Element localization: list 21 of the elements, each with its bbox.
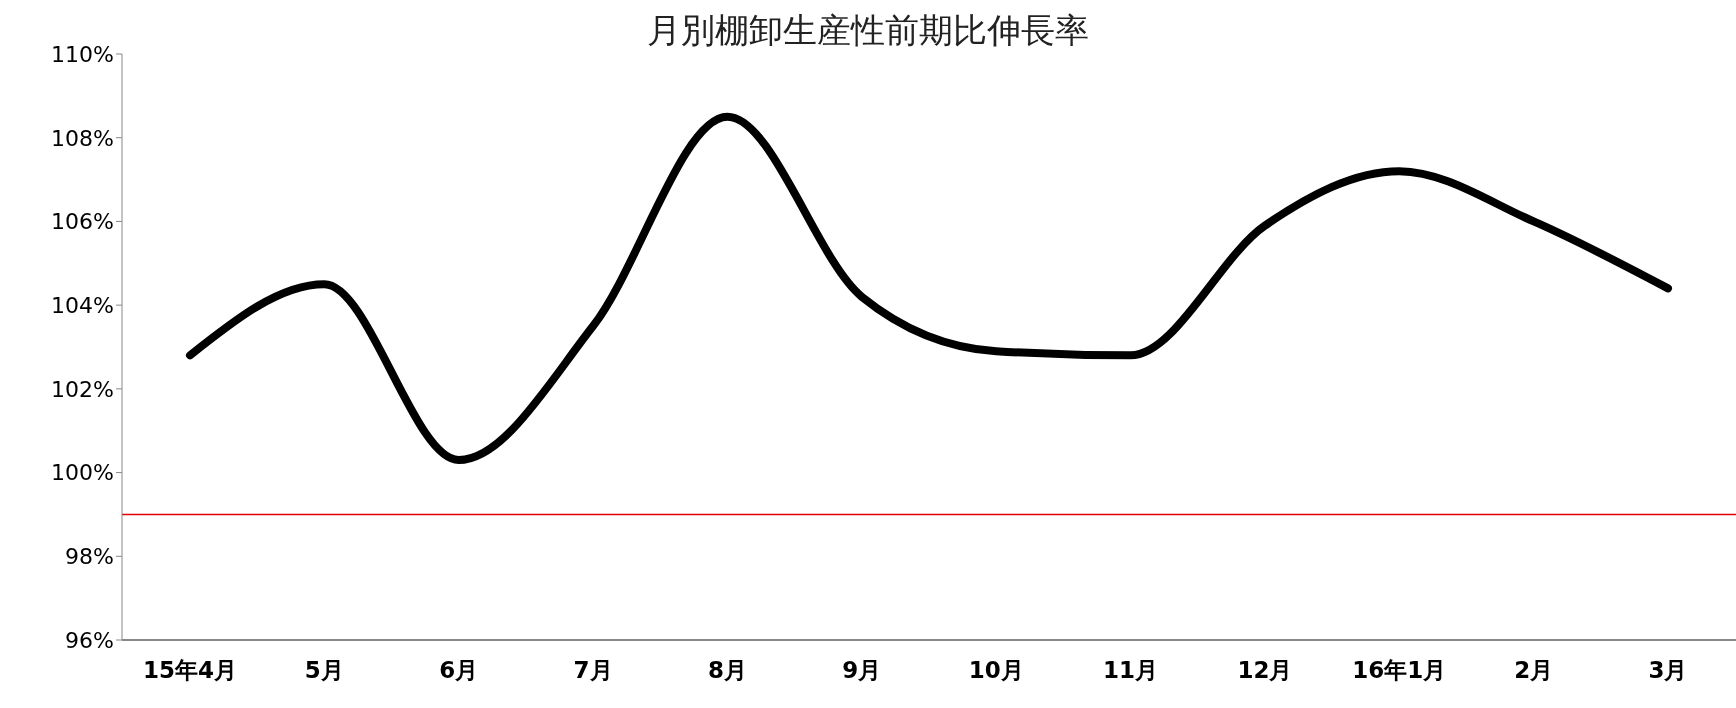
chart-title: 月別棚卸生産性前期比伸長率: [647, 10, 1089, 50]
y-tick-label: 96%: [65, 627, 114, 653]
y-tick-label: 106%: [51, 209, 114, 235]
x-tick-label: 11月: [1103, 657, 1159, 684]
x-tick-label: 12月: [1237, 657, 1293, 684]
x-tick-label: 6月: [439, 657, 479, 684]
x-tick-label: 8月: [707, 657, 747, 684]
x-tick-label: 2月: [1514, 657, 1554, 684]
x-tick-label: 16年1月: [1352, 657, 1447, 684]
y-tick-label: 104%: [51, 292, 114, 318]
x-tick-label: 3月: [1648, 657, 1688, 684]
y-tick-label: 110%: [51, 41, 114, 67]
x-tick-label: 15年4月: [142, 657, 238, 684]
y-tick-label: 102%: [51, 376, 114, 402]
y-tick-label: 108%: [51, 125, 114, 151]
x-tick-label: 7月: [573, 657, 613, 684]
x-tick-label: 5月: [304, 657, 344, 684]
y-tick-label: 98%: [65, 544, 114, 570]
y-tick-label: 100%: [51, 460, 114, 486]
x-tick-label: 9月: [842, 657, 882, 684]
x-tick-label: 10月: [968, 657, 1024, 684]
